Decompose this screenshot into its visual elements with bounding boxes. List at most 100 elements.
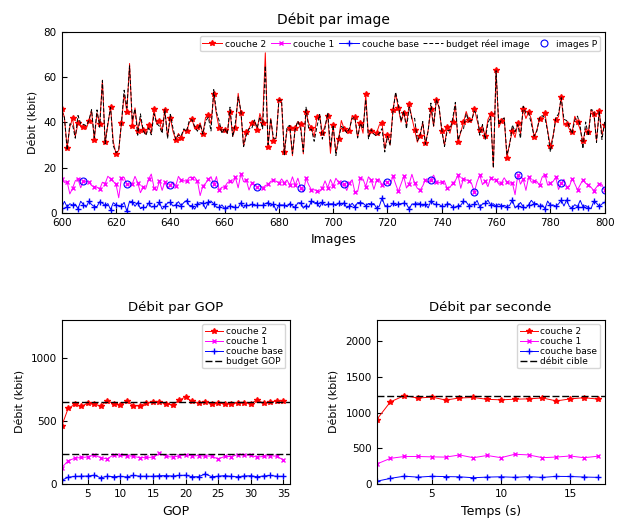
images P	[167, 182, 174, 188]
couche base	[143, 473, 150, 479]
couche base	[373, 478, 380, 485]
couche 2	[175, 397, 183, 403]
couche 1	[260, 453, 267, 460]
couche 1	[162, 453, 170, 460]
X-axis label: Temps (s): Temps (s)	[460, 504, 521, 518]
couche 2	[280, 397, 287, 404]
couche 1	[267, 452, 274, 459]
Legend: couche 2, couche 1, couche base, budget GOP: couche 2, couche 1, couche base, budget …	[202, 325, 285, 368]
couche 2	[60, 114, 68, 120]
couche base	[215, 473, 222, 479]
couche 2	[428, 394, 436, 400]
Legend: couche 2, couche 1, couche base, débit cible: couche 2, couche 1, couche base, débit c…	[517, 325, 600, 368]
couche 2	[601, 122, 608, 128]
couche 2	[289, 153, 296, 159]
couche base	[400, 473, 408, 479]
couche 1	[254, 454, 261, 461]
images P	[297, 185, 304, 191]
Y-axis label: Débit (kbit): Débit (kbit)	[330, 370, 340, 434]
couche 1	[273, 453, 281, 460]
couche 1	[107, 176, 114, 182]
couche base	[97, 475, 104, 481]
images P	[384, 179, 391, 185]
couche base	[442, 473, 449, 480]
couche 1	[456, 452, 463, 458]
couche 1	[71, 455, 78, 461]
budget réel image	[354, 135, 362, 141]
couche 1	[247, 452, 254, 459]
couche base	[195, 473, 202, 480]
couche 1	[428, 454, 436, 460]
couche 2	[594, 396, 602, 402]
couche 1	[484, 452, 491, 459]
couche base	[539, 474, 546, 480]
Line: couche base: couche base	[374, 473, 600, 484]
couche 1	[115, 195, 122, 201]
couche 1	[65, 458, 72, 464]
couche 1	[511, 451, 518, 458]
couche base	[601, 199, 608, 205]
couche base	[428, 473, 436, 479]
couche base	[84, 473, 91, 479]
couche 2	[470, 394, 477, 401]
couche 1	[241, 452, 248, 458]
couche 1	[497, 454, 505, 461]
couche 1	[97, 455, 104, 461]
couche 1	[601, 187, 608, 193]
couche base	[78, 473, 85, 479]
couche 2	[539, 395, 546, 401]
couche 2	[91, 401, 98, 408]
couche 1	[143, 454, 150, 461]
couche base	[175, 472, 183, 479]
budget réel image	[560, 116, 568, 122]
couche 2	[58, 105, 65, 112]
couche 2	[208, 401, 215, 407]
budget réel image	[60, 114, 68, 121]
couche 2	[267, 398, 274, 405]
couche base	[254, 473, 261, 480]
Line: couche 2: couche 2	[374, 393, 600, 422]
couche 1	[149, 454, 157, 460]
couche base	[107, 206, 114, 213]
Title: Débit par GOP: Débit par GOP	[128, 302, 223, 314]
couche base	[234, 473, 241, 480]
couche 1	[525, 452, 532, 458]
budget réel image	[601, 119, 608, 125]
couche 2	[143, 400, 150, 406]
couche base	[58, 477, 65, 484]
couche 1	[84, 454, 91, 460]
couche 1	[208, 453, 215, 459]
couche 2	[130, 402, 137, 409]
couche 2	[490, 164, 497, 170]
images P	[558, 180, 565, 187]
couche 1	[387, 455, 394, 462]
couche 2	[195, 400, 202, 406]
couche 2	[580, 395, 587, 401]
couche 2	[442, 397, 449, 403]
couche 2	[182, 394, 189, 400]
couche base	[169, 473, 176, 479]
débit cible	[359, 393, 366, 400]
couche base	[117, 473, 124, 479]
couche 2	[525, 396, 532, 402]
couche base	[221, 472, 228, 479]
images P	[601, 187, 608, 193]
couche 1	[566, 453, 574, 459]
Legend: couche 2, couche 1, couche base, budget réel image, images P: couche 2, couche 1, couche base, budget …	[200, 36, 600, 52]
couche 2	[247, 401, 254, 407]
couche 2	[373, 417, 380, 423]
images P	[341, 181, 348, 188]
débit cible	[373, 393, 380, 400]
couche base	[260, 473, 267, 479]
couche base	[280, 473, 287, 479]
couche 1	[262, 182, 269, 189]
images P	[471, 189, 478, 195]
couche 1	[123, 453, 131, 459]
Line: images P: images P	[80, 171, 608, 196]
couche base	[456, 473, 463, 480]
couche 2	[58, 423, 65, 429]
couche 2	[414, 395, 421, 401]
couche 2	[78, 403, 85, 409]
Line: couche 1: couche 1	[60, 451, 286, 470]
couche 1	[553, 454, 560, 460]
